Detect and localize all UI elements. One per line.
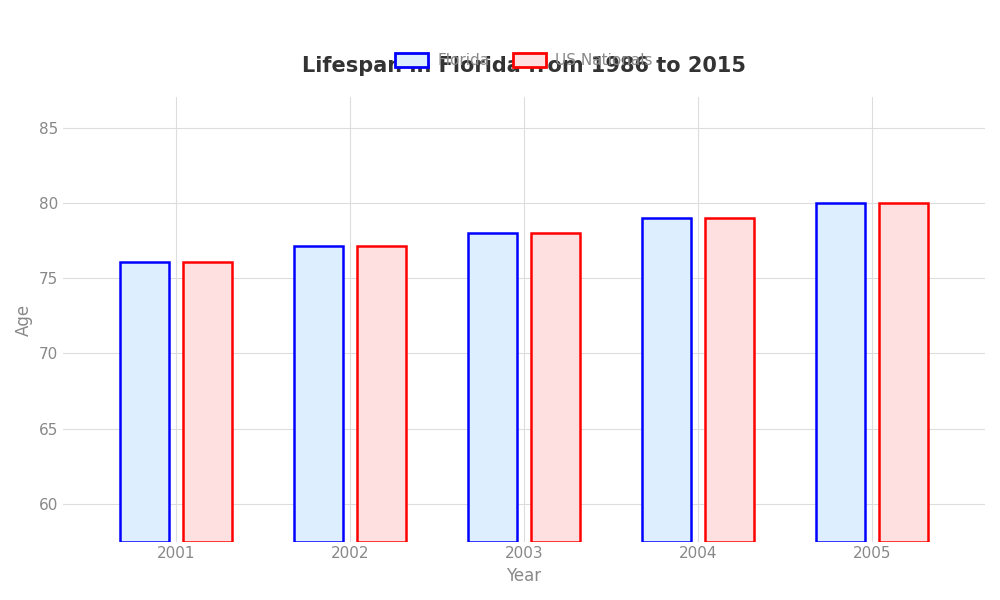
X-axis label: Year: Year [506,567,541,585]
Bar [183,262,232,542]
Bar [531,233,580,542]
Legend: Florida, US Nationals: Florida, US Nationals [389,47,659,74]
Bar [816,203,865,542]
Bar [357,247,406,542]
Title: Lifespan in Florida from 1986 to 2015: Lifespan in Florida from 1986 to 2015 [302,56,746,76]
Bar [642,218,691,542]
Bar [879,203,928,542]
Bar [705,218,754,542]
Bar [468,233,517,542]
Bar [120,262,169,542]
Bar [294,247,343,542]
Y-axis label: Age: Age [15,304,33,335]
